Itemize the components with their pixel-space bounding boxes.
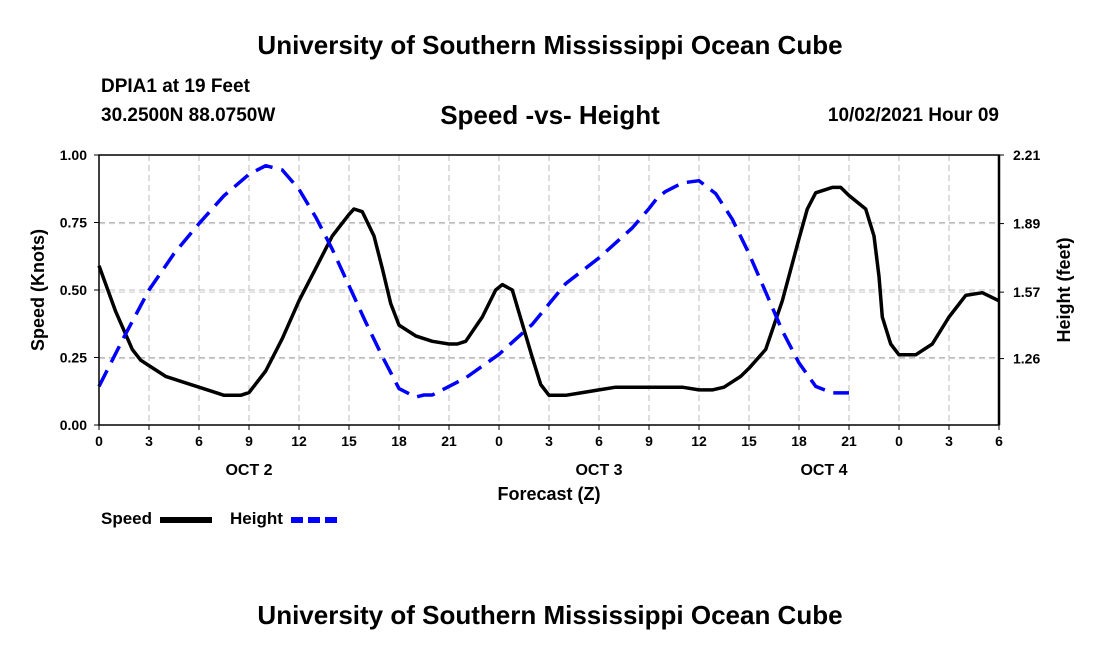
x-tick-label: 9 <box>245 433 253 449</box>
x-tick-label: 3 <box>545 433 553 449</box>
legend-height-label: Height <box>230 509 283 528</box>
series-line-speed <box>97 185 1000 398</box>
chart-title: University of Southern Mississippi Ocean… <box>257 30 843 60</box>
x-tick-label: 6 <box>995 433 1003 449</box>
day-label: OCT 4 <box>800 462 847 479</box>
x-tick-label: 21 <box>841 433 857 449</box>
y2-tick-label: 1.89 <box>1013 216 1040 232</box>
x-tick-label: 18 <box>791 433 807 449</box>
station-coordinates: 30.2500N 88.0750W <box>101 105 276 126</box>
series-line-height <box>97 163 849 399</box>
x-tick-label: 0 <box>895 433 903 449</box>
x-tick-label: 0 <box>495 433 503 449</box>
x-axis-title: Forecast (Z) <box>497 484 600 504</box>
x-tick-label: 18 <box>391 433 407 449</box>
legend-speed-label: Speed <box>101 509 153 528</box>
y2-tick-label: 2.21 <box>1013 147 1040 163</box>
y-tick-label: 0.00 <box>60 417 87 433</box>
x-tick-label: 0 <box>95 433 103 449</box>
day-label: OCT 3 <box>575 462 622 479</box>
station-label: DPIA1 at 19 Feet <box>101 76 250 97</box>
x-tick-label: 21 <box>441 433 457 449</box>
x-tick-label: 9 <box>645 433 653 449</box>
x-tick-label: 15 <box>741 433 757 449</box>
y2-tick-label: 1.26 <box>1013 351 1040 367</box>
x-tick-label: 6 <box>195 433 203 449</box>
y-tick-label: 1.00 <box>60 147 87 163</box>
x-tick-label: 3 <box>145 433 153 449</box>
x-tick-label: 15 <box>341 433 357 449</box>
y-axis-title: Speed (Knots) <box>28 229 48 351</box>
y-tick-label: 0.50 <box>60 282 87 298</box>
forecast-datetime: 10/02/2021 Hour 09 <box>827 105 999 126</box>
y2-axis-title: Height (feet) <box>1054 238 1074 343</box>
x-tick-label: 12 <box>291 433 307 449</box>
y-tick-label: 0.25 <box>60 350 87 366</box>
footer-title: University of Southern Mississippi Ocean… <box>257 600 843 630</box>
day-label: OCT 2 <box>225 462 272 479</box>
x-tick-label: 12 <box>691 433 707 449</box>
chart-subtitle: Speed -vs- Height <box>440 100 660 130</box>
x-tick-label: 3 <box>945 433 953 449</box>
x-tick-label: 6 <box>595 433 603 449</box>
y-tick-label: 0.75 <box>60 215 87 231</box>
y2-tick-label: 1.57 <box>1013 284 1040 300</box>
